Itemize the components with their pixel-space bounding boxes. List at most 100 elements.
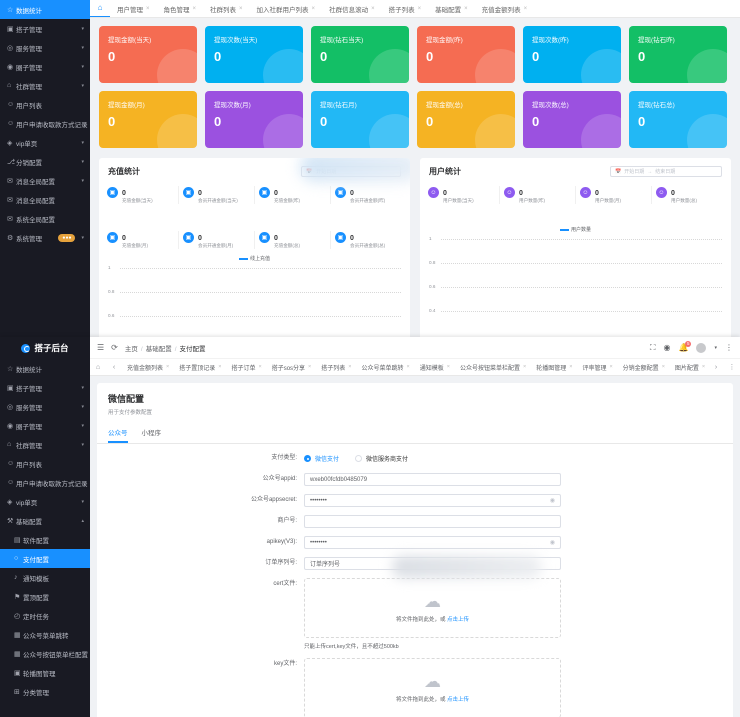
- sidebar-item-系统管理[interactable]: ⚙ 系统管理 ●●● ▾: [0, 228, 90, 247]
- sidebar-item-基础配置[interactable]: ⚒ 基础配置 ▴: [0, 511, 90, 530]
- close-icon[interactable]: ×: [464, 5, 468, 12]
- breadcrumb-item[interactable]: 支付配置: [179, 345, 206, 353]
- user-date-range-picker[interactable]: 📅 开始日期 → 结束日期: [610, 166, 722, 177]
- sidebar-item-系统全局配置[interactable]: ✉ 系统全局配置: [0, 209, 90, 228]
- pay-type-radio[interactable]: 微信支付: [304, 454, 339, 463]
- field-input[interactable]: wxeb00fcfdb0485079: [304, 473, 561, 486]
- close-icon[interactable]: ×: [522, 364, 527, 370]
- sidebar-item-公众号按钮菜单栏配置[interactable]: ▦ 公众号按钮菜单栏配置: [0, 644, 90, 663]
- close-icon[interactable]: ×: [701, 364, 706, 370]
- pay-tab[interactable]: 通知模板 ×: [415, 359, 455, 375]
- home-icon[interactable]: ⌂: [95, 363, 101, 371]
- sidebar-item-消息全局配置[interactable]: ✉ 消息全局配置: [0, 190, 90, 209]
- avatar[interactable]: [696, 342, 707, 353]
- field-input[interactable]: •••••••• ◉: [304, 494, 561, 507]
- sidebar-item-数据统计[interactable]: ☆ 数据统计: [0, 359, 90, 378]
- eye-icon[interactable]: ◉: [549, 498, 555, 504]
- sidebar-item-公众号菜单跳转[interactable]: ▦ 公众号菜单跳转: [0, 625, 90, 644]
- sidebar-item-vip单页[interactable]: ◈ vip单页 ▾: [0, 492, 90, 511]
- eye-icon[interactable]: ◉: [549, 540, 555, 546]
- pay-tab[interactable]: 搭子列表 ×: [316, 359, 356, 375]
- close-icon[interactable]: ×: [311, 5, 316, 12]
- chevron-down-icon[interactable]: ▾: [714, 344, 717, 351]
- menu-fold-icon[interactable]: ☰: [97, 343, 105, 352]
- close-icon[interactable]: ×: [446, 364, 450, 370]
- pay-tab[interactable]: 图片配置 ×: [670, 359, 708, 375]
- file-upload-dropzone[interactable]: ☁ 将文件拖到此处，或 点击上传: [304, 578, 561, 638]
- home-icon[interactable]: ⌂: [90, 0, 110, 17]
- config-tab[interactable]: 小程序: [141, 430, 162, 437]
- tab-more-icon[interactable]: ⋮: [728, 364, 736, 371]
- close-icon[interactable]: ×: [569, 364, 573, 370]
- close-icon[interactable]: ×: [239, 5, 243, 12]
- close-icon[interactable]: ×: [661, 364, 665, 370]
- sidebar-item-用户列表[interactable]: ☺ 用户列表: [0, 454, 90, 473]
- dashboard-tab[interactable]: 社群列表 ×: [203, 4, 250, 14]
- sidebar-item-软件配置[interactable]: ▤ 软件配置: [0, 530, 90, 549]
- close-icon[interactable]: ×: [218, 364, 222, 370]
- config-tab[interactable]: 公众号: [108, 427, 128, 443]
- chevron-left-icon[interactable]: ‹: [112, 363, 116, 371]
- field-input[interactable]: •••••••• ◉: [304, 536, 561, 549]
- breadcrumb-item[interactable]: 主页: [124, 345, 138, 353]
- dashboard-tab[interactable]: 用户管理 ×: [110, 4, 157, 14]
- sidebar-item-定时任务[interactable]: ◴ 定时任务: [0, 606, 90, 625]
- dashboard-tab[interactable]: 社群信息滚动 ×: [322, 4, 382, 14]
- upload-link[interactable]: 点击上传: [447, 617, 470, 623]
- theme-icon[interactable]: ◉: [663, 343, 671, 352]
- close-icon[interactable]: ×: [609, 364, 613, 370]
- breadcrumb-item[interactable]: 基础配置: [145, 345, 172, 353]
- sidebar-item-置顶配置[interactable]: ⚑ 置顶配置: [0, 587, 90, 606]
- bell-icon[interactable]: 🔔 5: [678, 341, 692, 352]
- close-icon[interactable]: ×: [166, 364, 170, 370]
- dashboard-tab[interactable]: 充值金额列表 ×: [475, 4, 535, 14]
- sidebar-item-用户申请收取款方式记录[interactable]: ☺ 用户申请收取款方式记录: [0, 114, 90, 133]
- file-upload-dropzone[interactable]: ☁ 将文件拖到此处，或 点击上传: [304, 658, 561, 717]
- sidebar-item-服务管理[interactable]: ◎ 服务管理 ▾: [0, 38, 90, 57]
- pay-tab[interactable]: 搭子sos分享 ×: [267, 359, 317, 375]
- sidebar-item-用户申请收取款方式记录[interactable]: ☺ 用户申请收取款方式记录: [0, 473, 90, 492]
- pay-tab[interactable]: 搭子置顶记录 ×: [174, 359, 226, 375]
- close-icon[interactable]: ×: [417, 5, 422, 12]
- dashboard-tab[interactable]: 角色管理 ×: [157, 4, 204, 14]
- upload-link[interactable]: 点击上传: [447, 697, 470, 703]
- sidebar-item-用户列表[interactable]: ☺ 用户列表: [0, 95, 90, 114]
- sidebar-item-搭子管理[interactable]: ▣ 搭子管理 ▾: [0, 19, 90, 38]
- pay-tab[interactable]: 分销金额配置 ×: [618, 359, 670, 375]
- close-icon[interactable]: ×: [192, 5, 197, 12]
- pay-tab[interactable]: 公众号按钮菜单栏配置 ×: [455, 359, 531, 375]
- field-input[interactable]: [304, 515, 561, 528]
- pay-tab[interactable]: 充值金额列表 ×: [122, 359, 174, 375]
- sidebar-item-服务管理[interactable]: ◎ 服务管理 ▾: [0, 397, 90, 416]
- more-icon[interactable]: ⋮: [725, 343, 733, 352]
- sidebar-item-社群管理[interactable]: ⌂ 社群管理 ▾: [0, 435, 90, 454]
- fullscreen-icon[interactable]: ⛶: [649, 342, 656, 352]
- dashboard-tab[interactable]: 搭子列表 ×: [382, 4, 429, 14]
- close-icon[interactable]: ×: [406, 364, 410, 370]
- close-icon[interactable]: ×: [146, 5, 150, 12]
- pay-tab[interactable]: 轮播图管理 ×: [531, 359, 577, 375]
- sidebar-item-分类管理[interactable]: ⊞ 分类管理: [0, 682, 90, 701]
- close-icon[interactable]: ×: [308, 364, 312, 370]
- pay-tab[interactable]: 评率管理 ×: [577, 359, 617, 375]
- sidebar-item-支付配置[interactable]: ○ 支付配置: [0, 549, 90, 568]
- chevron-right-icon[interactable]: ›: [714, 363, 718, 371]
- close-icon[interactable]: ×: [258, 364, 262, 370]
- sidebar-item-搭子管理[interactable]: ▣ 搭子管理 ▾: [0, 378, 90, 397]
- pay-type-radio[interactable]: 微信服务商支付: [355, 454, 408, 463]
- sidebar-item-圈子管理[interactable]: ◉ 圈子管理 ▾: [0, 57, 90, 76]
- dashboard-tab[interactable]: 基础配置 ×: [428, 4, 475, 14]
- close-icon[interactable]: ×: [523, 5, 528, 12]
- sidebar-item-通知模板[interactable]: ♪ 通知模板: [0, 568, 90, 587]
- sidebar-item-数据统计[interactable]: ☆ 数据统计: [0, 0, 90, 19]
- sidebar-item-圈子管理[interactable]: ◉ 圈子管理 ▾: [0, 416, 90, 435]
- sidebar-item-消息全局配置[interactable]: ✉ 消息全局配置 ▾: [0, 171, 90, 190]
- sidebar-item-vip单页[interactable]: ◈ vip单页 ▾: [0, 133, 90, 152]
- close-icon[interactable]: ×: [348, 364, 352, 370]
- sidebar-item-轮播图管理[interactable]: ▣ 轮播图管理: [0, 663, 90, 682]
- pay-tab[interactable]: 搭子订单 ×: [226, 359, 266, 375]
- sidebar-item-分销配置[interactable]: ⎇ 分销配置 ▾: [0, 152, 90, 171]
- refresh-icon[interactable]: ⟳: [111, 343, 118, 352]
- pay-tab[interactable]: 公众号菜单跳转 ×: [357, 359, 415, 375]
- dashboard-tab[interactable]: 加入社群用户列表 ×: [250, 4, 323, 14]
